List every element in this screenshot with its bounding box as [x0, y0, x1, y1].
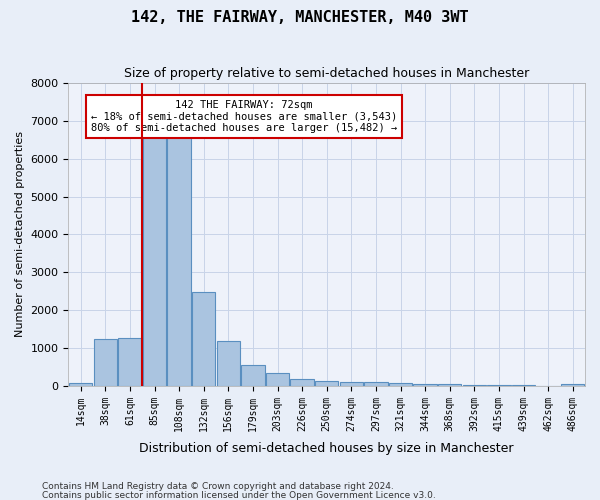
Bar [94, 340, 117, 386]
Bar [413, 384, 437, 386]
Text: Contains public sector information licensed under the Open Government Licence v3: Contains public sector information licen… [42, 490, 436, 500]
Bar [192, 292, 215, 386]
Bar [290, 380, 314, 386]
Bar [217, 341, 240, 386]
Bar [364, 382, 388, 386]
X-axis label: Distribution of semi-detached houses by size in Manchester: Distribution of semi-detached houses by … [139, 442, 514, 455]
Bar [315, 381, 338, 386]
Bar [143, 136, 166, 386]
Bar [241, 364, 265, 386]
Text: 142 THE FAIRWAY: 72sqm
← 18% of semi-detached houses are smaller (3,543)
80% of : 142 THE FAIRWAY: 72sqm ← 18% of semi-det… [91, 100, 397, 133]
Bar [389, 383, 412, 386]
Bar [340, 382, 363, 386]
Bar [266, 374, 289, 386]
Bar [487, 385, 511, 386]
Bar [561, 384, 584, 386]
Title: Size of property relative to semi-detached houses in Manchester: Size of property relative to semi-detach… [124, 68, 529, 80]
Text: Contains HM Land Registry data © Crown copyright and database right 2024.: Contains HM Land Registry data © Crown c… [42, 482, 394, 491]
Text: 142, THE FAIRWAY, MANCHESTER, M40 3WT: 142, THE FAIRWAY, MANCHESTER, M40 3WT [131, 10, 469, 25]
Bar [463, 385, 486, 386]
Bar [167, 134, 191, 386]
Bar [438, 384, 461, 386]
Bar [118, 338, 142, 386]
Y-axis label: Number of semi-detached properties: Number of semi-detached properties [15, 132, 25, 338]
Bar [69, 382, 92, 386]
